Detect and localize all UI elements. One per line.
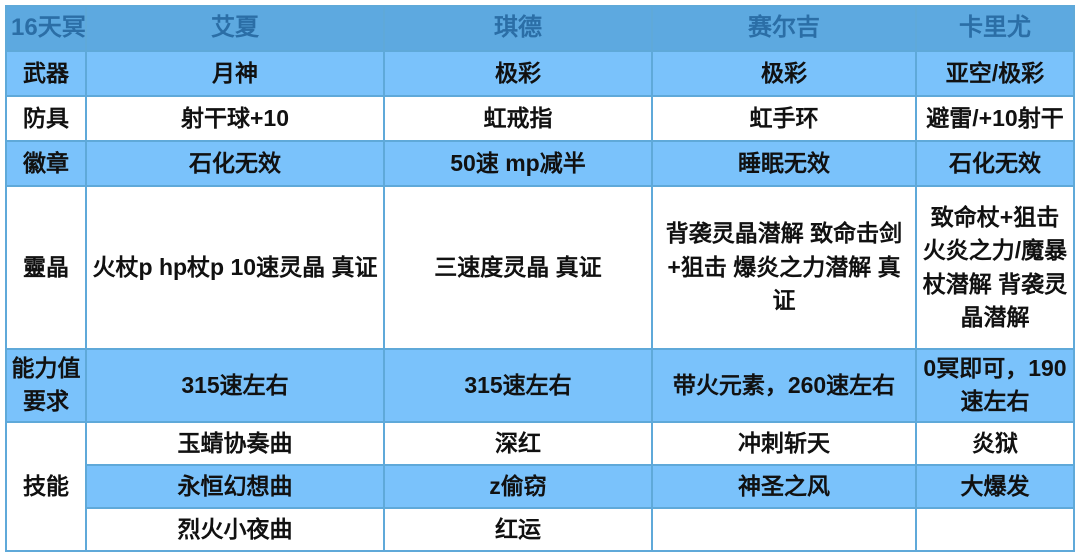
cell [915, 506, 1075, 552]
cell: z偷窃 [383, 463, 653, 509]
cell: 烈火小夜曲 [85, 506, 385, 552]
character-setup-table: 16天冥 艾夏 琪德 赛尔吉 卡里尤 武器 月神 极彩 极彩 亚空/极彩 防具 … [5, 5, 1075, 552]
cell [651, 506, 917, 552]
cell: 石化无效 [915, 140, 1075, 187]
cell: 50速 mp减半 [383, 140, 653, 187]
table-row-spirit-crystal: 靈晶 火杖p hp杖p 10速灵晶 真证 三速度灵晶 真证 背袭灵晶潜解 致命击… [5, 185, 1075, 350]
row-label-skills: 技能 [5, 420, 87, 552]
row-label-badge: 徽章 [5, 140, 87, 187]
cell: 永恒幻想曲 [85, 463, 385, 509]
cell: 0冥即可，190速左右 [915, 348, 1075, 423]
cell: 月神 [85, 50, 385, 97]
cell: 亚空/极彩 [915, 50, 1075, 97]
cell: 炎狱 [915, 420, 1075, 466]
row-label-armor: 防具 [5, 95, 87, 142]
column-header-qide: 琪德 [383, 5, 653, 52]
cell: 致命杖+狙击 火炎之力/魔暴杖潜解 背袭灵晶潜解 [915, 185, 1075, 350]
cell: 背袭灵晶潜解 致命击剑+狙击 爆炎之力潜解 真证 [651, 185, 917, 350]
cell: 三速度灵晶 真证 [383, 185, 653, 350]
cell: 虹戒指 [383, 95, 653, 142]
cell: 冲刺斩天 [651, 420, 917, 466]
table-row-skill-2: 永恒幻想曲 z偷窃 神圣之风 大爆发 [6, 463, 1075, 509]
cell: 神圣之风 [651, 463, 917, 509]
character-setup-table-wrapper: 16天冥 艾夏 琪德 赛尔吉 卡里尤 武器 月神 极彩 极彩 亚空/极彩 防具 … [5, 5, 1075, 552]
cell: 玉蜻协奏曲 [85, 420, 385, 466]
column-header-aixia: 艾夏 [85, 5, 385, 52]
cell: 红运 [383, 506, 653, 552]
cell: 大爆发 [915, 463, 1075, 509]
table-row-badge: 徽章 石化无效 50速 mp减半 睡眠无效 石化无效 [5, 140, 1075, 187]
table-row-armor: 防具 射干球+10 虹戒指 虹手环 避雷/+10射干 [5, 95, 1075, 142]
row-label-spirit-crystal: 靈晶 [5, 185, 87, 350]
column-header-kaliyou: 卡里尤 [915, 5, 1075, 52]
cell: 深红 [383, 420, 653, 466]
cell: 极彩 [383, 50, 653, 97]
table-row-skill-1: 技能 玉蜻协奏曲 深红 冲刺斩天 炎狱 [5, 420, 1075, 552]
corner-cell: 16天冥 [5, 5, 87, 52]
cell: 火杖p hp杖p 10速灵晶 真证 [85, 185, 385, 350]
header-row: 16天冥 艾夏 琪德 赛尔吉 卡里尤 [5, 5, 1075, 52]
table-row-stat-requirement: 能力值要求 315速左右 315速左右 带火元素，260速左右 0冥即可，190… [5, 348, 1075, 423]
cell: 虹手环 [651, 95, 917, 142]
cell: 315速左右 [383, 348, 653, 423]
table-row-weapon: 武器 月神 极彩 极彩 亚空/极彩 [5, 50, 1075, 97]
row-label-stat-requirement: 能力值要求 [5, 348, 87, 423]
column-header-saierji: 赛尔吉 [651, 5, 917, 52]
cell: 极彩 [651, 50, 917, 97]
cell: 带火元素，260速左右 [651, 348, 917, 423]
cell: 睡眠无效 [651, 140, 917, 187]
cell: 射干球+10 [85, 95, 385, 142]
row-label-weapon: 武器 [5, 50, 87, 97]
cell: 315速左右 [85, 348, 385, 423]
cell: 避雷/+10射干 [915, 95, 1075, 142]
cell: 石化无效 [85, 140, 385, 187]
table-row-skill-3: 烈火小夜曲 红运 [6, 506, 1075, 552]
